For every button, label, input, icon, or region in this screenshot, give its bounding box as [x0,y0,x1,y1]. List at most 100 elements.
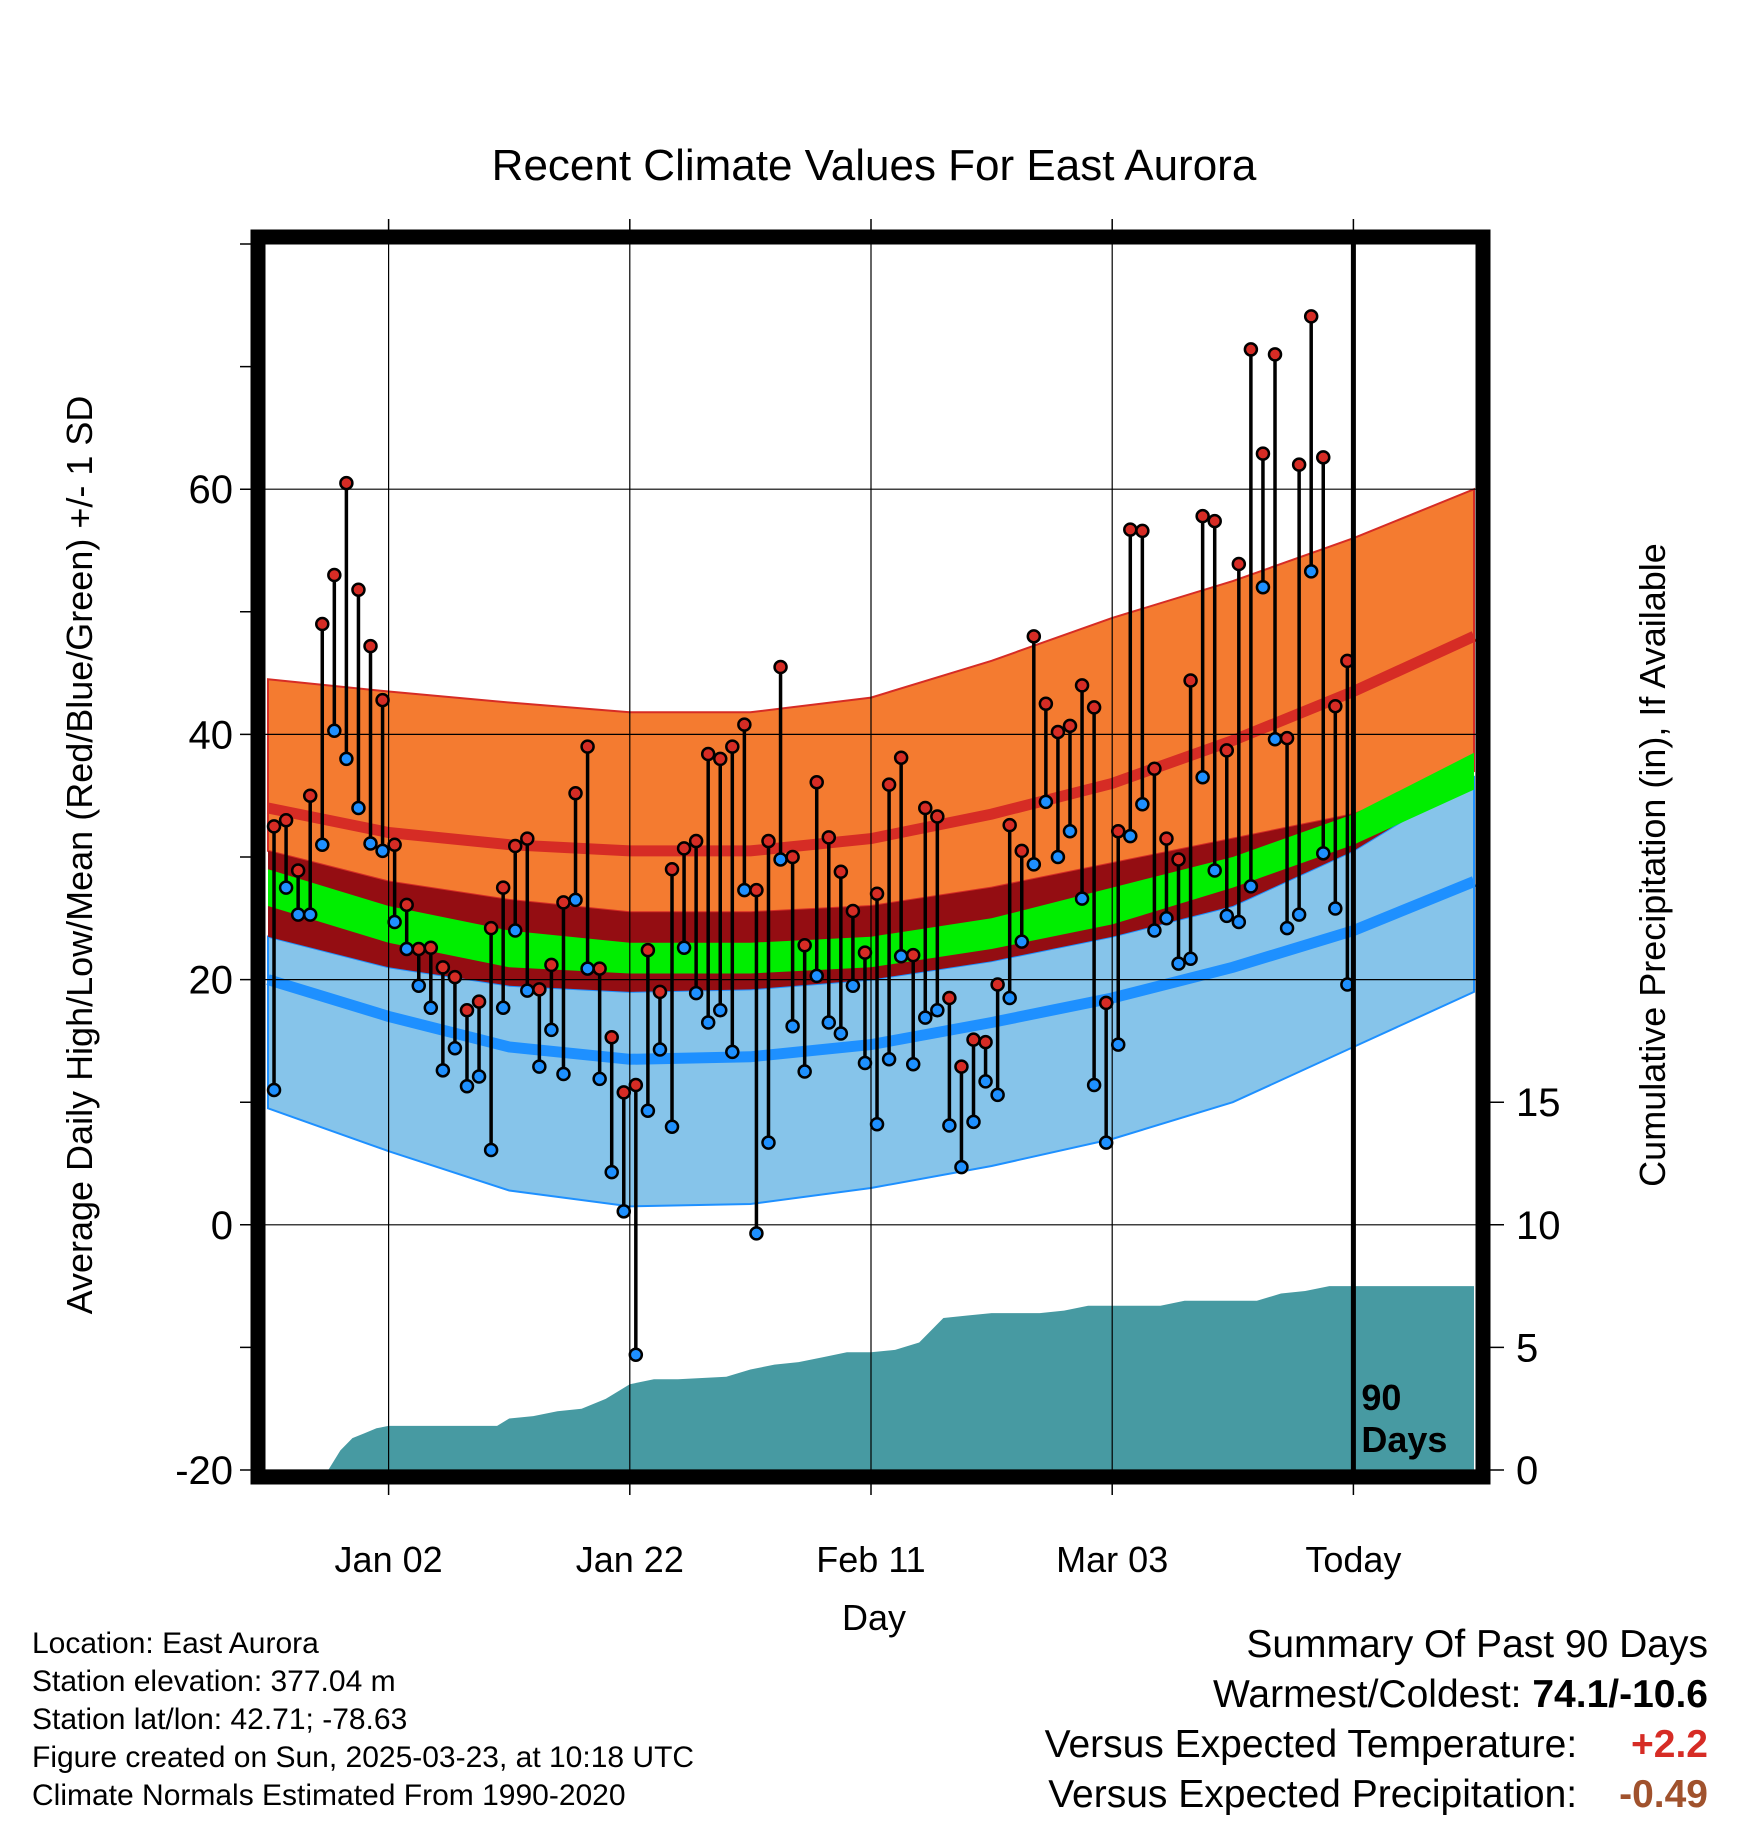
y-tick-label: 0 [211,1204,233,1248]
climate-normals-note: Climate Normals Estimated From 1990-2020 [32,1779,626,1812]
daily-high-point [363,638,378,654]
daily-high-point [881,777,897,792]
daily-high-point [1316,450,1331,465]
daily-low-point [1050,849,1066,865]
daily-low-point [544,1022,559,1038]
daily-low-point [447,1041,463,1056]
daily-low-point [1110,1037,1126,1052]
daily-high-point [942,990,957,1006]
warm-cold-value: 74.1/-10.6 [1532,1673,1708,1716]
daily-low-point [676,940,692,955]
daily-low-point [942,1118,957,1133]
daily-low-point [773,852,788,867]
daily-high-point [1050,724,1066,740]
daily-high-point [1038,696,1054,711]
daily-high-point [1074,678,1090,693]
summary-warm-cold: Warmest/Coldest: 74.1/-10.6 [1045,1670,1708,1720]
daily-low-point [954,1159,969,1175]
daily-high-point [435,960,451,975]
daily-high-point [761,833,776,849]
daily-high-point [544,957,559,973]
daily-high-point [773,659,788,675]
daily-low-point [737,882,752,898]
daily-high-point [954,1059,969,1074]
daily-low-point [688,985,704,1001]
daily-low-point [387,914,402,930]
daily-low-point [532,1059,547,1074]
daily-low-point [495,1000,511,1016]
daily-low-point [893,949,909,964]
daily-high-point [387,837,402,852]
daily-low-point [1231,914,1247,930]
daily-low-point [483,1142,499,1158]
daily-high-point [966,1032,981,1047]
daily-high-point [1026,629,1042,644]
daily-high-point [1291,457,1307,472]
daily-low-point [1074,891,1090,906]
daily-low-point [435,1063,451,1078]
precip-value: -0.49 [1619,1773,1708,1816]
daily-high-point [918,800,933,816]
daily-high-point [459,1003,475,1018]
daily-low-point [821,1015,837,1030]
daily-high-point [411,941,426,957]
y2-tick-label: 15 [1516,1081,1561,1125]
daily-high-point [327,567,342,583]
y2-axis-title: Cumulative Precipitation (in), If Availa… [1632,543,1673,1187]
daily-high-point [592,961,607,976]
daily-low-point [869,1117,885,1132]
y-tick-label: 20 [189,959,234,1003]
daily-low-point [1267,732,1283,747]
daily-high-point [483,920,499,936]
daily-high-point [1279,730,1295,746]
daily-low-point [640,1103,656,1119]
daily-high-point [339,475,354,491]
daily-high-point [1147,761,1162,776]
daily-high-point [351,582,366,597]
daily-high-point [604,1029,619,1045]
daily-high-point [580,739,595,754]
daily-high-point [688,833,704,849]
daily-high-point [1303,309,1319,324]
daily-high-point [1110,824,1126,839]
daily-low-point [1026,857,1042,872]
summary-precip: Versus Expected Precipitation: -0.49 [1045,1770,1708,1820]
daily-low-point [1135,797,1150,812]
daily-high-point [845,903,861,919]
daily-low-point [363,836,378,851]
daily-high-point [290,863,306,878]
daily-high-point [556,895,571,910]
daily-high-point [1062,718,1078,734]
daily-high-point [1243,342,1259,357]
daily-high-point [399,897,414,913]
daily-high-point [1171,852,1186,867]
daily-low-point [423,1000,439,1016]
precip-label: Versus Expected Precipitation: [1048,1773,1578,1816]
daily-low-point [785,1018,800,1034]
daily-high-point [616,1085,632,1100]
daily-high-point [1328,698,1343,714]
daily-high-point [664,862,680,877]
daily-low-point [1316,846,1331,861]
daily-high-point [375,692,390,708]
daily-high-point [423,940,439,955]
daily-low-point [978,1074,993,1089]
daily-high-point [809,774,824,790]
y2-tick-label: 10 [1516,1204,1561,1248]
daily-low-point [845,978,861,993]
daily-high-point [797,938,812,953]
daily-high-point [520,831,535,846]
daily-low-point [471,1069,487,1084]
temp-value: +2.2 [1631,1723,1708,1766]
daily-high-point [978,1034,993,1050]
daily-high-point [1086,700,1102,715]
daily-low-point [1086,1077,1102,1093]
daily-low-point [580,961,595,976]
daily-low-point [1291,907,1307,922]
daily-low-point [761,1135,776,1150]
plot-frame [250,229,1491,1485]
summary-temp: Versus Expected Temperature: +2.2 [1045,1720,1708,1770]
daily-high-point [700,746,716,762]
daily-low-point [1279,920,1295,936]
